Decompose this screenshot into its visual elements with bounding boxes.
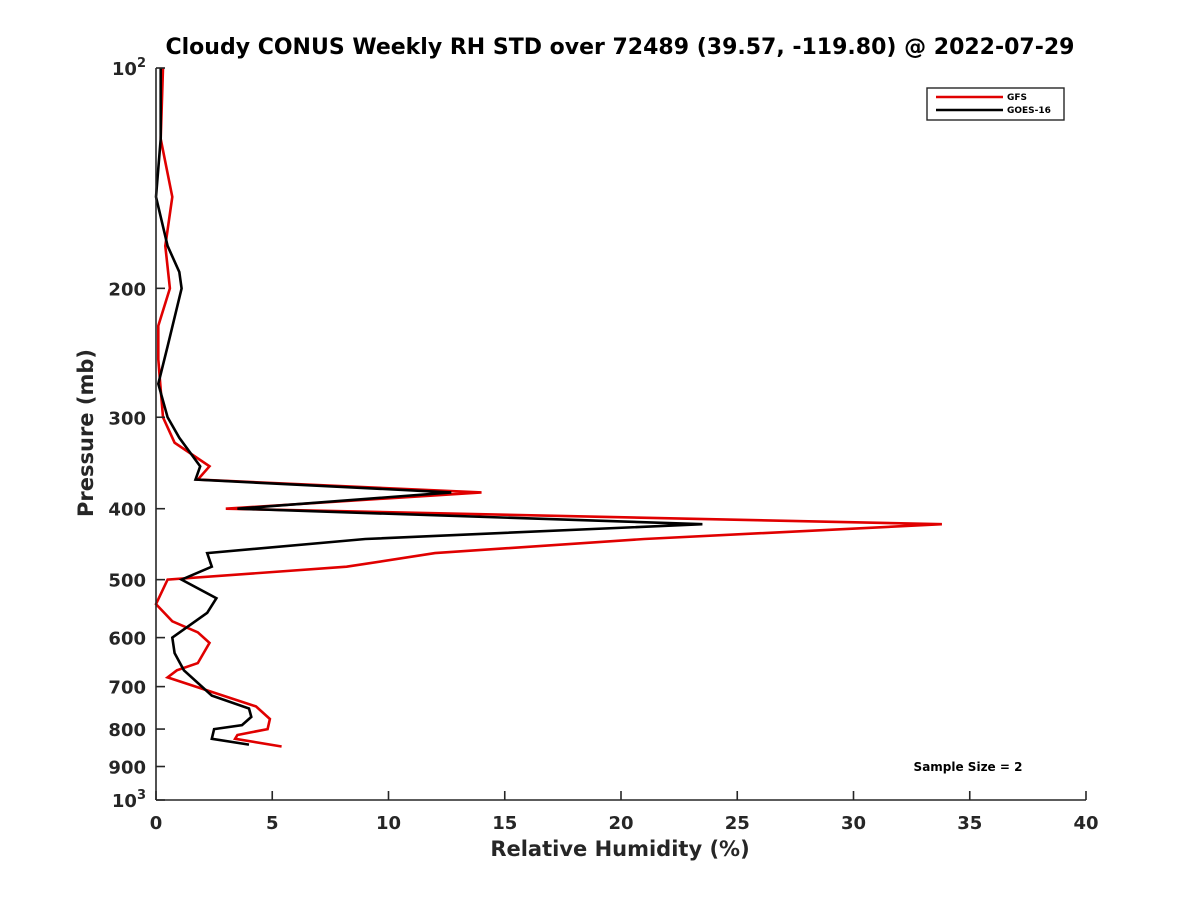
legend-box [926, 87, 1065, 121]
y-tick-label: 200 [108, 279, 146, 300]
x-axis-label: Relative Humidity (%) [490, 837, 749, 861]
ticks: 0 5 10 15 20 25 30 35 40102200300400500600700800… [108, 56, 1098, 834]
y-tick-label: 900 [108, 758, 146, 779]
y-tick-label: 400 [108, 500, 146, 521]
x-tick-label: 5 [266, 813, 279, 834]
y-axis-label: Pressure (mb) [74, 349, 98, 517]
legend-label-1: GFS [1007, 93, 1027, 103]
series-line-2 [154, 68, 703, 746]
y-tick-label: 800 [108, 720, 146, 741]
x-tick-label: 10 [376, 813, 401, 834]
plot-lines [154, 67, 942, 748]
x-tick-label: 15 [492, 813, 517, 834]
x-tick-label: 40 [1073, 813, 1098, 834]
x-tick-label: 25 [725, 813, 750, 834]
x-tick-label: 0 [150, 813, 163, 834]
x-tick-label: 30 [841, 813, 866, 834]
x-tick-label: 20 [608, 813, 633, 834]
y-tick-label: 500 [108, 571, 146, 592]
y-tick-label: 700 [108, 678, 146, 699]
y-tick-label: 300 [108, 408, 146, 429]
series-line-1 [154, 67, 942, 748]
chart-title: Cloudy CONUS Weekly RH STD over 72489 (3… [166, 35, 1075, 60]
sample-size-annotation: Sample Size = 2 [914, 760, 1023, 774]
legend-label-2: GOES-16 [1007, 106, 1051, 116]
legend: GFS GOES-16 [926, 87, 1065, 121]
x-tick-label: 35 [957, 813, 982, 834]
y-tick-label: 600 [108, 629, 146, 650]
